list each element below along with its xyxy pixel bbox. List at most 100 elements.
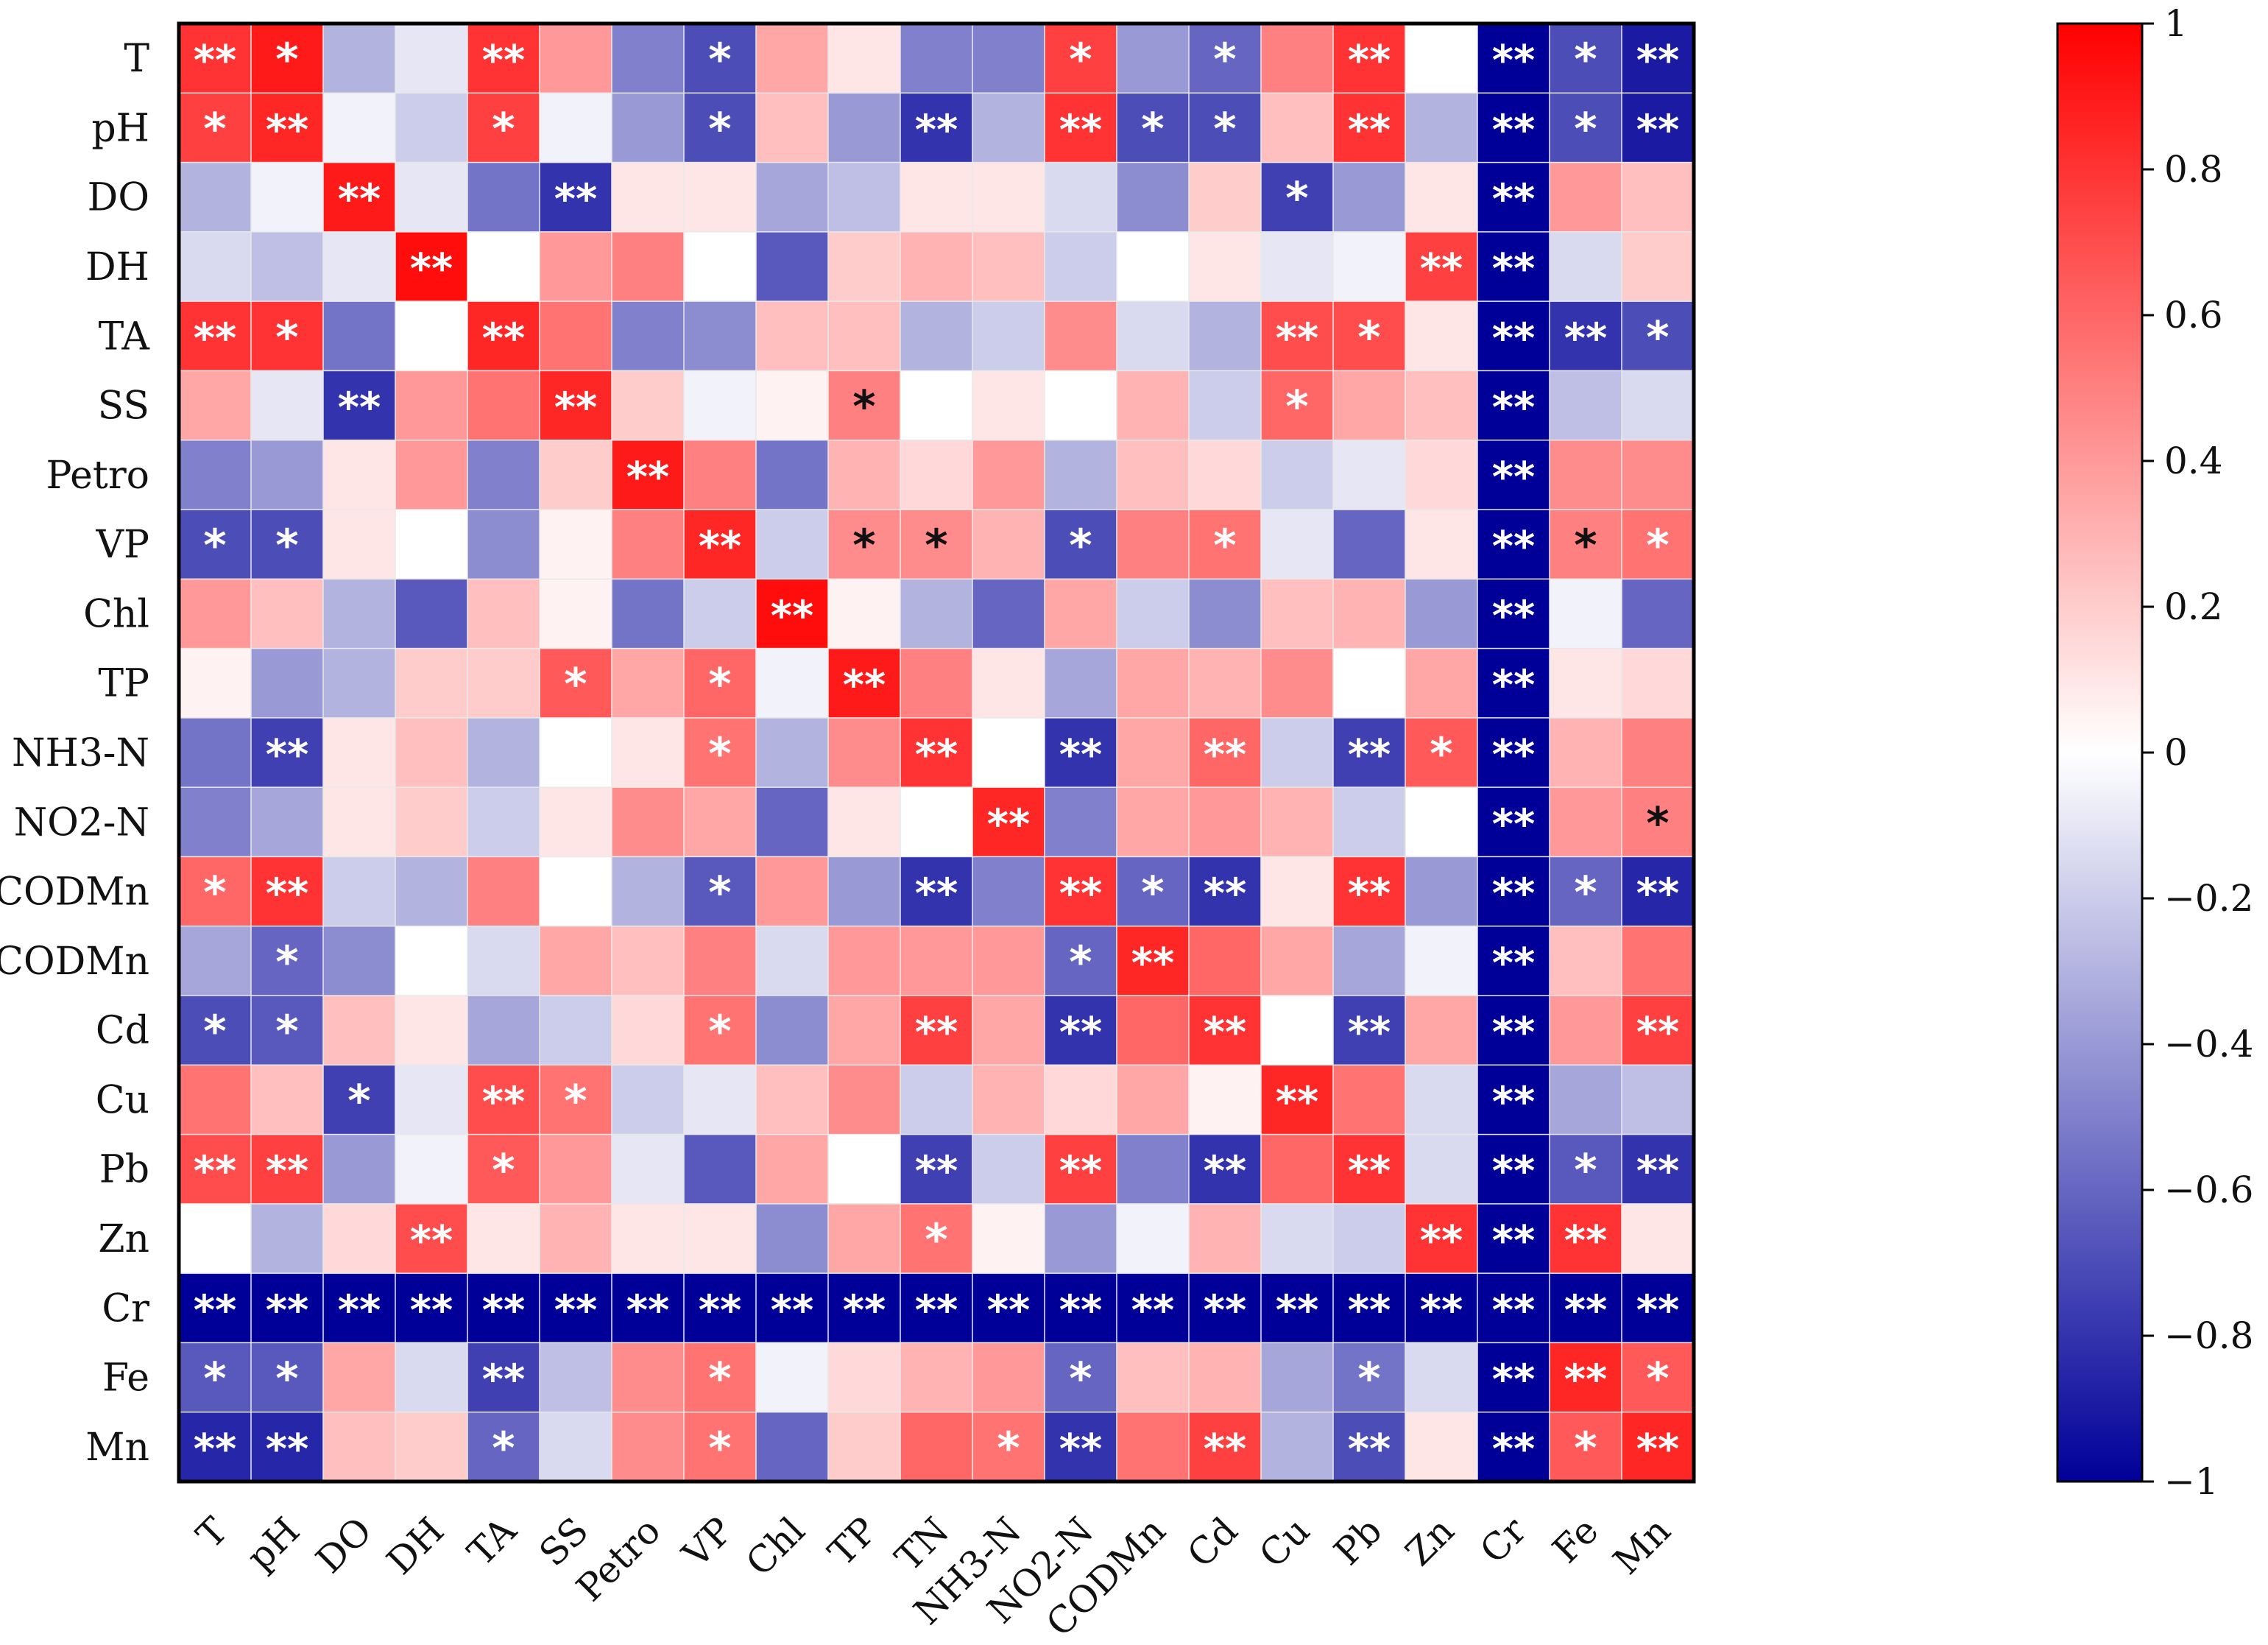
heatmap-cell: [539, 925, 613, 997]
heatmap-cell: [395, 509, 469, 580]
heatmap-cell: [1549, 856, 1623, 927]
heatmap-cell: [755, 1342, 830, 1413]
column-label: TP: [820, 1509, 885, 1574]
significance-mark: **: [1059, 1286, 1103, 1334]
heatmap-cell: [539, 231, 613, 303]
heatmap-cell: [755, 786, 830, 858]
significance-mark: **: [1492, 106, 1536, 154]
heatmap-cell: [1044, 578, 1118, 649]
heatmap-cell: [1621, 23, 1695, 94]
heatmap-cell: [1044, 1272, 1118, 1344]
significance-mark: *: [1141, 103, 1164, 155]
heatmap-cell: [1621, 925, 1695, 997]
heatmap-cell: [1188, 300, 1262, 372]
heatmap-cell: [539, 1133, 613, 1205]
column-label: Zn: [1397, 1509, 1462, 1574]
heatmap-cell: [683, 23, 757, 94]
heatmap-cell: [178, 1203, 252, 1275]
heatmap-cell: [900, 1411, 974, 1483]
heatmap-cell: [755, 439, 830, 511]
heatmap-cell: [467, 161, 541, 233]
significance-mark: **: [1636, 1426, 1680, 1473]
heatmap-cell: [322, 647, 397, 719]
colorbar-tick-label: −0.4: [2164, 1023, 2253, 1065]
heatmap-cell: [827, 92, 902, 163]
significance-mark: **: [915, 731, 958, 779]
heatmap-cell: [1477, 647, 1551, 719]
significance-mark: **: [1492, 176, 1536, 224]
significance-mark: **: [1492, 37, 1536, 85]
heatmap-cell: [395, 231, 469, 303]
column-label: DO: [308, 1509, 380, 1581]
significance-mark: **: [554, 384, 598, 432]
heatmap-cell: [1405, 578, 1479, 649]
heatmap-cell: [1477, 1411, 1551, 1483]
column-label: Pb: [1326, 1509, 1390, 1573]
heatmap-cell: [611, 1272, 685, 1344]
heatmap-cell: [1549, 161, 1623, 233]
significance-mark: **: [554, 1286, 598, 1334]
heatmap-cell: [250, 925, 325, 997]
significance-mark: **: [1492, 731, 1536, 779]
significance-mark: **: [338, 1286, 381, 1334]
significance-mark: **: [1492, 523, 1536, 571]
heatmap-cell: [1260, 647, 1335, 719]
heatmap-cell: [1477, 509, 1551, 580]
heatmap-cell: [322, 1064, 397, 1135]
significance-mark: *: [1646, 797, 1669, 849]
heatmap-cell: [539, 717, 613, 789]
heatmap-cell: [611, 925, 685, 997]
colorbar-tick-label: 0.2: [2164, 585, 2223, 628]
significance-mark: *: [1069, 937, 1092, 988]
heatmap-cell: [322, 231, 397, 303]
heatmap-cell: [395, 1064, 469, 1135]
significance-mark: *: [1574, 103, 1597, 155]
heatmap-cell: [1116, 1342, 1190, 1413]
column-label: T: [188, 1509, 236, 1557]
significance-mark: **: [338, 384, 381, 432]
heatmap-cell: [250, 439, 325, 511]
heatmap-cell: [972, 578, 1046, 649]
row-label: Petro: [46, 454, 150, 498]
heatmap-cell: [1044, 300, 1118, 372]
heatmap-cell: [900, 717, 974, 789]
colorbar-tick-label: 0: [2164, 731, 2188, 774]
heatmap-cell: [1477, 578, 1551, 649]
heatmap-cell: [322, 509, 397, 580]
significance-mark: **: [1636, 1148, 1680, 1196]
heatmap-cell: [1621, 1064, 1695, 1135]
heatmap-cell: [539, 995, 613, 1066]
significance-mark: **: [1204, 1009, 1247, 1057]
heatmap-cell: [250, 1342, 325, 1413]
heatmap-cell: [1260, 717, 1335, 789]
heatmap-cell: [1621, 439, 1695, 511]
significance-mark: **: [915, 870, 958, 918]
heatmap-cell: [250, 509, 325, 580]
heatmap-cell: [395, 786, 469, 858]
heatmap-cell: [250, 1203, 325, 1275]
significance-mark: **: [1492, 1356, 1536, 1404]
heatmap-cell: [1116, 1064, 1190, 1135]
heatmap-cell: [1188, 1203, 1262, 1275]
heatmap-cell: [1549, 509, 1623, 580]
row-label: Cr: [102, 1286, 149, 1331]
colorbar-tick-label: −0.8: [2164, 1314, 2253, 1357]
heatmap-cell: [683, 439, 757, 511]
heatmap-cell: [395, 23, 469, 94]
heatmap-cell: [1332, 786, 1407, 858]
heatmap-cell: [250, 995, 325, 1066]
significance-mark: *: [492, 1423, 515, 1474]
significance-mark: **: [1492, 384, 1536, 432]
heatmap-cell: [1621, 995, 1695, 1066]
heatmap-cell: [900, 995, 974, 1066]
heatmap-cell: [395, 161, 469, 233]
heatmap-cell: [178, 92, 252, 163]
colorbar-tick-label: −0.6: [2164, 1169, 2253, 1211]
significance-mark: *: [275, 937, 298, 988]
heatmap-cell: [395, 925, 469, 997]
heatmap-cell: [755, 925, 830, 997]
heatmap-cell: [1188, 370, 1262, 441]
heatmap-cell: [900, 786, 974, 858]
heatmap-cell: [395, 578, 469, 649]
significance-mark: **: [1636, 1009, 1680, 1057]
